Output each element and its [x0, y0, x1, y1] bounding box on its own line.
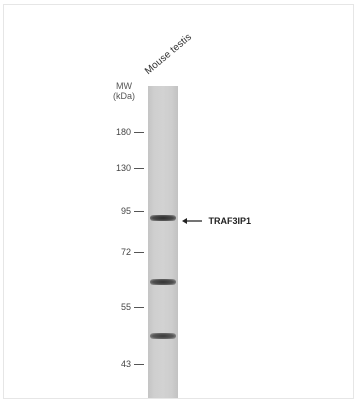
marker-tick	[134, 211, 144, 213]
marker-label: 130	[115, 163, 131, 173]
marker-43: 43	[107, 359, 144, 369]
marker-180: 180	[107, 127, 144, 137]
band-lower-2	[150, 333, 176, 339]
marker-tick	[134, 364, 144, 366]
target-annotation: TRAF3IP1	[182, 212, 251, 226]
band-traf3ip1	[150, 215, 176, 221]
marker-72: 72	[107, 247, 144, 257]
marker-55: 55	[107, 302, 144, 312]
marker-130: 130	[107, 163, 144, 173]
blot-lane	[148, 86, 178, 398]
mw-title-line2: (kDa)	[113, 91, 135, 101]
marker-label: 180	[115, 127, 131, 137]
band-lower-1	[150, 279, 176, 285]
marker-label: 72	[120, 247, 131, 257]
mw-title: MW (kDa)	[104, 81, 144, 101]
marker-label: 43	[120, 359, 131, 369]
marker-tick	[134, 132, 144, 134]
mw-title-line1: MW	[116, 81, 132, 91]
marker-tick	[134, 307, 144, 309]
target-label: TRAF3IP1	[208, 216, 251, 226]
marker-95: 95	[107, 206, 144, 216]
left-arrow-icon	[182, 212, 202, 230]
marker-tick	[134, 252, 144, 254]
figure-frame	[3, 4, 354, 399]
marker-tick	[134, 168, 144, 170]
marker-label: 95	[120, 206, 131, 216]
marker-label: 55	[120, 302, 131, 312]
